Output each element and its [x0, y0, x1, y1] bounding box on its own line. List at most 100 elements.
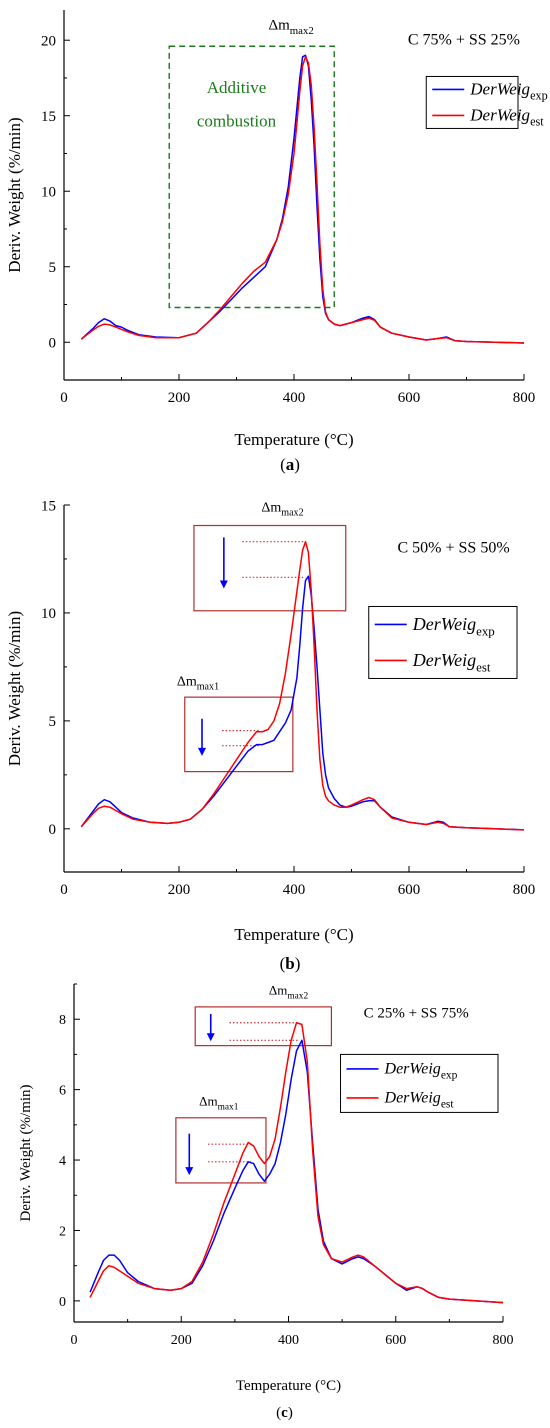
y-tick-label: 10: [41, 606, 56, 622]
legend-label-est: DerWeigest: [412, 650, 491, 674]
x-tick-label: 0: [60, 882, 68, 898]
peak1-label-main: Δm: [199, 1093, 217, 1108]
peak2-label: Δmmax2: [268, 18, 313, 38]
peak1-label: Δmmax1: [199, 1093, 239, 1112]
chart-panel-b: 0 200 400 600 800 0 5 10 15 Temperature (°C) Deriv…: [5, 498, 535, 973]
peak2-label-main: Δm: [269, 983, 287, 998]
y-tick-label: 15: [41, 109, 56, 125]
max1-arrow-head: [185, 1167, 194, 1176]
max2-arrow-head: [206, 1033, 215, 1042]
peak2-label: Δmmax2: [269, 983, 309, 1002]
y-tick-label: 5: [49, 260, 57, 276]
y-tick-label: 5: [49, 714, 57, 730]
peak2-label-sub: max2: [281, 508, 303, 519]
x-axis-label: Temperature (°C): [234, 925, 353, 944]
peak2-label-sub: max2: [290, 25, 314, 37]
y-axis-label: Deriv. Weight (%/min): [5, 611, 24, 766]
y-axis-label: Deriv. Weight (%/min): [18, 1084, 34, 1221]
legend-label-exp-main: DerWeig: [412, 614, 476, 634]
x-tick-label: 0: [71, 1333, 78, 1348]
series-line-est: [80, 540, 525, 831]
panel-label-open: (: [280, 954, 286, 973]
y-tick-label: 4: [59, 1154, 66, 1169]
x-tick-label: 400: [283, 882, 306, 898]
x-tick-label: 200: [171, 1333, 192, 1348]
x-tick-label: 400: [278, 1333, 299, 1348]
y-tick-label: 15: [41, 498, 56, 514]
panel-label-letter: c: [281, 1405, 288, 1421]
legend-label-est: DerWeigest: [469, 106, 544, 129]
max2-box: [193, 524, 347, 612]
max1-arrow-head: [198, 747, 206, 756]
y-tick-label: 0: [49, 822, 57, 838]
legend-box: [425, 75, 519, 129]
max2-arrow-head: [219, 580, 228, 589]
legend-box: [368, 605, 518, 679]
y-tick-label: 6: [59, 1084, 66, 1099]
max1-box: [184, 696, 294, 773]
x-tick-label: 800: [513, 390, 536, 406]
x-tick-label: 600: [398, 882, 421, 898]
y-tick-label: 10: [41, 184, 56, 200]
x-tick-label: 800: [493, 1333, 514, 1348]
panel-label-close: ): [295, 954, 301, 973]
x-tick-label: 800: [513, 882, 536, 898]
additive-label-line2: combustion: [197, 111, 277, 130]
legend-label-est-sub: est: [441, 1099, 455, 1111]
max1-box: [175, 1117, 267, 1184]
mixture-label: C 25% + SS 75%: [364, 1005, 469, 1021]
series-line-est: [89, 1021, 504, 1304]
panel-label: (b): [280, 954, 301, 973]
y-tick-label: 20: [41, 33, 56, 49]
x-tick-label: 0: [60, 390, 68, 406]
peak1-label: Δmmax1: [177, 674, 219, 692]
mixture-label: C 75% + SS 25%: [408, 32, 520, 49]
y-tick-label: 0: [49, 335, 57, 351]
panel-label: (c): [276, 1405, 293, 1421]
legend-label-exp-sub: exp: [530, 89, 548, 103]
legend-label-est: DerWeigest: [384, 1090, 455, 1111]
peak2-label-main: Δm: [268, 18, 290, 34]
legend-label-exp-main: DerWeig: [384, 1061, 441, 1078]
legend-label-est-main: DerWeig: [412, 650, 476, 670]
legend-label-exp: DerWeigexp: [469, 80, 547, 103]
series-line-est: [80, 56, 525, 344]
peak1-label-main: Δm: [177, 674, 197, 689]
legend-box: [340, 1053, 499, 1113]
panel-label-close: ): [294, 455, 300, 474]
x-axis-label: Temperature (°C): [236, 1378, 341, 1394]
legend-label-est-sub: est: [476, 659, 491, 674]
peak2-label: Δmmax2: [261, 500, 303, 518]
panel-label-letter: b: [285, 954, 294, 973]
panel-label-close: ): [288, 1405, 293, 1421]
chart-panel-c: 0 200 400 600 800 0 2 4 6 8 Temperature (°C) Deriv.…: [18, 983, 514, 1421]
x-tick-label: 200: [168, 390, 191, 406]
legend-label-exp: DerWeigexp: [412, 614, 495, 638]
mixture-label: C 50% + SS 50%: [398, 539, 510, 556]
peak2-label-sub: max2: [287, 991, 308, 1001]
y-tick-label: 8: [59, 1013, 66, 1028]
peak1-label-sub: max1: [218, 1102, 239, 1112]
legend-label-exp-main: DerWeig: [469, 80, 530, 99]
legend-label-exp: DerWeigexp: [384, 1061, 458, 1082]
panel-label: (a): [280, 455, 300, 474]
chart-panel-a: 0 200 400 600 800 0 5 10 15 20 Temperature (°C) Der…: [5, 10, 548, 474]
legend-label-est-main: DerWeig: [469, 106, 530, 125]
legend-label-exp-sub: exp: [441, 1070, 458, 1082]
peak1-label-sub: max1: [197, 681, 219, 692]
panel-label-letter: a: [286, 455, 295, 474]
x-tick-label: 600: [398, 390, 421, 406]
y-tick-label: 2: [59, 1224, 66, 1239]
panel-label-open: (: [280, 455, 286, 474]
x-tick-label: 400: [283, 390, 306, 406]
x-tick-label: 200: [168, 882, 191, 898]
y-tick-label: 0: [59, 1295, 66, 1310]
panel-label-open: (: [276, 1405, 281, 1421]
legend-label-est-main: DerWeig: [384, 1090, 441, 1107]
peak2-label-main: Δm: [261, 500, 281, 515]
x-axis-label: Temperature (°C): [234, 430, 353, 449]
legend-label-exp-sub: exp: [476, 623, 495, 638]
x-tick-label: 600: [385, 1333, 406, 1348]
max2-box: [194, 1006, 333, 1047]
